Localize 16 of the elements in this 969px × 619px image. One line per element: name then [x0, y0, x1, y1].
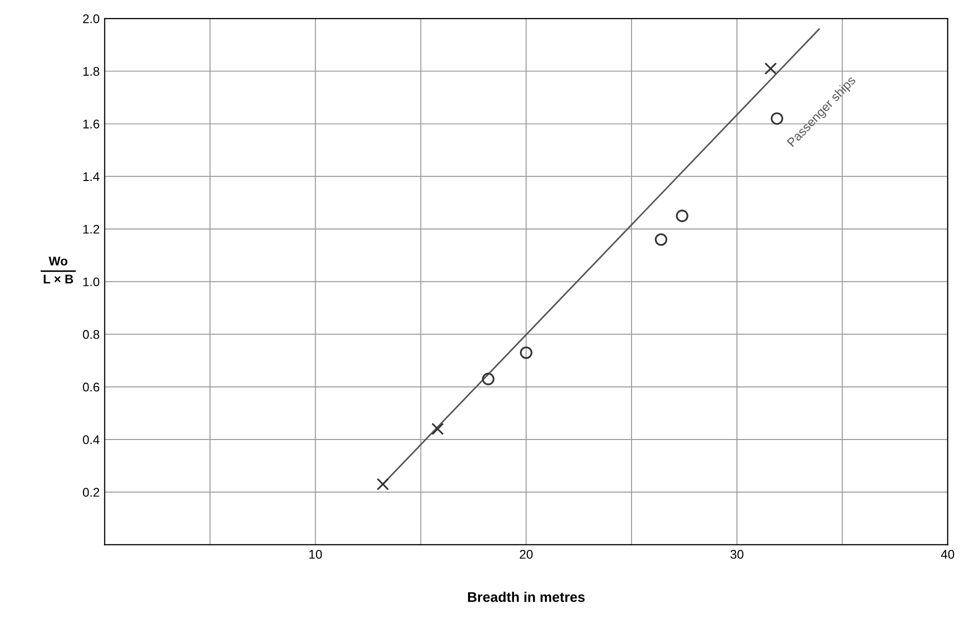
y-tick-label: 0.4 [82, 435, 100, 444]
y-axis-title: Wo L × B [44, 256, 74, 284]
y-tick-label: 0.6 [82, 382, 100, 392]
x-tick-label: 40 [941, 550, 954, 559]
x-tick-label: 30 [730, 550, 744, 559]
x-tick-label: 20 [520, 550, 533, 559]
y-tick-label: 0.2 [82, 488, 100, 497]
y-tick-label: 1.2 [83, 224, 100, 234]
x-axis-title: Breadth in metres [468, 592, 585, 602]
y-tick-label: 2.0 [83, 14, 100, 24]
y-tick-label: 1.8 [83, 66, 100, 76]
y-tick-label: 0.8 [82, 330, 100, 339]
y-tick-label: 1.6 [83, 120, 100, 128]
x-tick-label: 10 [309, 550, 322, 559]
y-tick-label: 1.4 [83, 172, 100, 181]
y-tick-label: 1.0 [83, 277, 100, 286]
